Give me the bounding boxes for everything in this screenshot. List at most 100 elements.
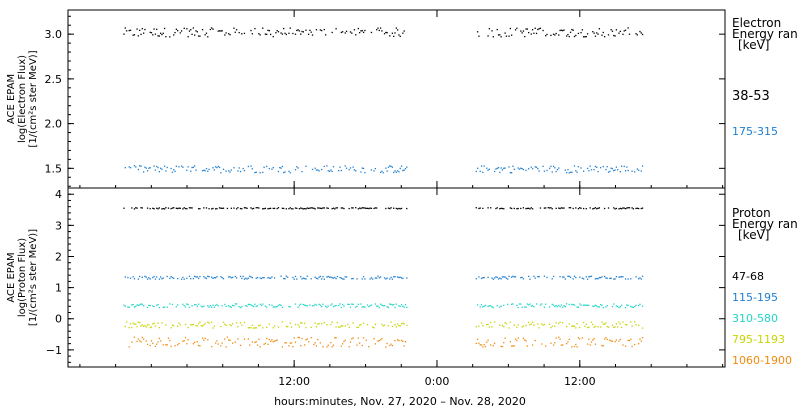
data-point [170, 207, 172, 210]
data-point [383, 33, 386, 35]
data-point [556, 168, 559, 171]
data-point [124, 325, 126, 328]
data-point [205, 277, 208, 280]
data-point [280, 167, 282, 169]
data-point [225, 305, 227, 307]
data-point [559, 321, 561, 323]
data-point [520, 277, 522, 279]
data-point [394, 324, 396, 326]
data-point [304, 207, 306, 210]
data-point [385, 31, 387, 34]
data-point [510, 172, 513, 174]
data-point [619, 30, 621, 33]
data-point [545, 345, 547, 347]
data-point [144, 325, 146, 327]
data-point [569, 207, 572, 209]
data-point [537, 275, 539, 278]
y-tick-label: 1.5 [45, 162, 63, 175]
data-point [513, 207, 515, 210]
data-point [400, 339, 403, 342]
data-point [212, 327, 214, 329]
data-point [326, 346, 328, 348]
data-point [584, 304, 586, 306]
data-point [383, 277, 386, 279]
data-point [531, 29, 534, 31]
data-point [615, 166, 618, 168]
data-point [192, 27, 195, 29]
data-point [586, 278, 589, 280]
data-point [585, 323, 587, 325]
data-point [322, 303, 324, 305]
data-point [197, 322, 200, 325]
data-point [161, 322, 163, 324]
data-point [187, 326, 189, 329]
data-point [551, 303, 553, 306]
data-point [509, 321, 511, 323]
data-point [280, 304, 282, 307]
data-point [569, 31, 572, 33]
data-point [513, 345, 515, 347]
data-point [391, 278, 394, 280]
data-point [546, 169, 548, 172]
data-point [305, 304, 307, 307]
data-point [373, 327, 375, 329]
data-point [203, 275, 205, 278]
data-point [499, 171, 501, 174]
data-point [596, 305, 598, 307]
data-point [635, 207, 637, 210]
data-point [254, 341, 256, 344]
data-point [132, 303, 134, 306]
data-point [255, 171, 257, 173]
data-point [281, 33, 284, 35]
data-point [576, 306, 578, 308]
data-point [124, 167, 126, 169]
data-point [403, 30, 405, 32]
data-point [212, 207, 214, 210]
data-point [273, 306, 276, 308]
data-point [379, 303, 382, 305]
data-point [327, 305, 329, 307]
data-point [178, 342, 180, 345]
data-point [268, 323, 270, 325]
data-point [332, 166, 335, 168]
data-point [352, 337, 354, 339]
data-point [590, 169, 593, 171]
data-point [194, 34, 196, 36]
data-point [174, 31, 176, 34]
data-point [601, 304, 603, 307]
data-point [387, 166, 390, 168]
data-point [543, 306, 546, 308]
data-point [585, 36, 587, 38]
data-point [323, 278, 325, 280]
data-point [589, 165, 591, 167]
data-point [180, 30, 183, 32]
data-point [366, 304, 369, 306]
data-point [543, 170, 546, 172]
data-point [156, 343, 158, 345]
data-point [364, 172, 366, 174]
data-point [349, 31, 352, 33]
data-point [377, 305, 379, 307]
data-point [272, 327, 274, 329]
x-axis-label: hours:minutes, Nov. 27, 2020 – Nov. 28, … [274, 395, 526, 408]
data-point [146, 278, 149, 280]
data-point [510, 345, 513, 347]
data-point [551, 208, 553, 210]
data-point [180, 165, 183, 167]
data-point [250, 327, 252, 329]
data-point [161, 208, 163, 210]
data-point [618, 306, 620, 309]
data-point [146, 207, 149, 209]
data-point [568, 275, 570, 278]
data-point [396, 339, 399, 341]
plot-frame [67, 187, 726, 368]
data-point [318, 322, 320, 325]
data-point [260, 304, 263, 307]
data-point [296, 278, 298, 280]
data-point [199, 321, 201, 323]
data-point [331, 303, 333, 305]
data-point [221, 342, 223, 344]
data-point [129, 167, 132, 169]
data-point [607, 171, 610, 173]
